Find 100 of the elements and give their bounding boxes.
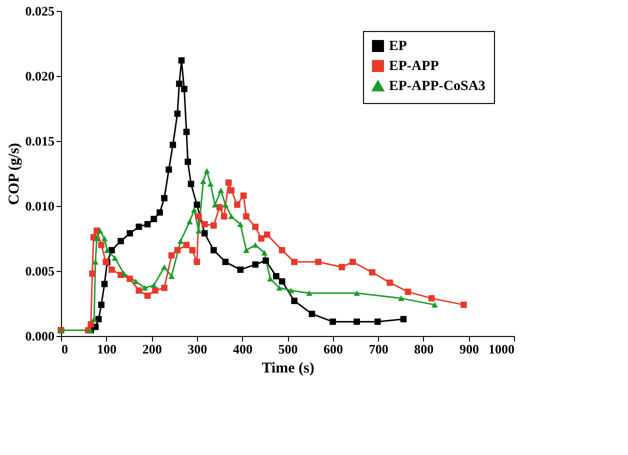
point (428, 295, 435, 302)
point (183, 128, 190, 136)
point (278, 278, 286, 285)
point (267, 276, 274, 282)
point (234, 202, 240, 208)
point (201, 221, 208, 228)
point (264, 231, 270, 238)
point (136, 224, 142, 230)
point (150, 216, 158, 222)
point (306, 290, 312, 296)
y-tick-label: 0.015 (25, 134, 55, 148)
point (174, 247, 181, 254)
point (150, 282, 158, 288)
point (188, 180, 194, 188)
point (194, 258, 200, 266)
y-tick-label: 0.025 (25, 4, 55, 18)
point (177, 238, 184, 244)
point (176, 80, 182, 87)
x-tick-label: 0 (62, 342, 68, 356)
point (161, 284, 168, 292)
point (374, 318, 381, 325)
point (161, 264, 168, 270)
point (194, 202, 200, 208)
point (104, 247, 110, 253)
point (168, 252, 175, 259)
point (258, 235, 264, 242)
point (88, 321, 94, 328)
point (96, 228, 104, 234)
point (404, 288, 412, 295)
point (291, 258, 298, 266)
point (184, 158, 192, 165)
point (218, 188, 224, 194)
point (90, 316, 98, 322)
point (261, 250, 268, 256)
point (201, 230, 208, 236)
x-tick-label: 300 (188, 342, 208, 356)
point (166, 166, 172, 173)
point (222, 258, 229, 266)
x-axis-title: Time (s) (262, 360, 314, 376)
point (308, 310, 316, 318)
y-tick-label: 0.005 (25, 264, 55, 278)
x-tick-label: 800 (414, 342, 434, 356)
point (118, 238, 124, 244)
point (240, 192, 247, 199)
point (92, 259, 99, 265)
point (152, 287, 158, 294)
point (228, 187, 234, 194)
point (186, 218, 193, 224)
point (181, 86, 188, 92)
point (89, 270, 96, 277)
point (225, 179, 232, 186)
point (237, 221, 244, 227)
point (338, 264, 346, 270)
y-tick-label: 0.000 (25, 328, 54, 344)
point (354, 318, 360, 325)
point (288, 288, 294, 294)
point (252, 224, 258, 230)
x-tick-label: 1000 (488, 342, 514, 356)
point (262, 257, 269, 264)
point (210, 222, 217, 229)
point (243, 213, 250, 220)
point (170, 142, 176, 148)
point (101, 280, 108, 288)
point (120, 270, 128, 276)
point (126, 230, 134, 236)
legend-label: EP (389, 39, 408, 54)
x-tick-label: 200 (142, 342, 162, 356)
point (276, 285, 283, 291)
point (156, 209, 163, 216)
point (174, 110, 181, 117)
point (204, 168, 210, 174)
point (350, 258, 356, 266)
point (354, 290, 360, 296)
point (144, 221, 151, 228)
point (210, 247, 217, 254)
point (112, 255, 118, 261)
point (101, 236, 108, 242)
x-tick-label: 900 (459, 342, 479, 356)
point (278, 247, 286, 254)
point (108, 266, 115, 273)
point (200, 178, 206, 184)
x-tick-label: 100 (97, 342, 117, 356)
point (144, 292, 151, 299)
x-tick-label: 700 (368, 342, 388, 356)
point (315, 258, 322, 266)
point (273, 273, 280, 280)
point (252, 242, 258, 248)
point (191, 207, 198, 213)
point (432, 302, 438, 308)
point (108, 247, 115, 254)
point (220, 213, 228, 220)
point (189, 247, 196, 254)
y-tick-label: 0.020 (25, 68, 54, 84)
point (168, 273, 175, 279)
legend-label: EP-APP-CoSA3 (389, 79, 486, 94)
point (291, 298, 298, 304)
point (132, 278, 139, 284)
point (142, 285, 148, 291)
point (398, 296, 404, 302)
point (400, 316, 407, 322)
